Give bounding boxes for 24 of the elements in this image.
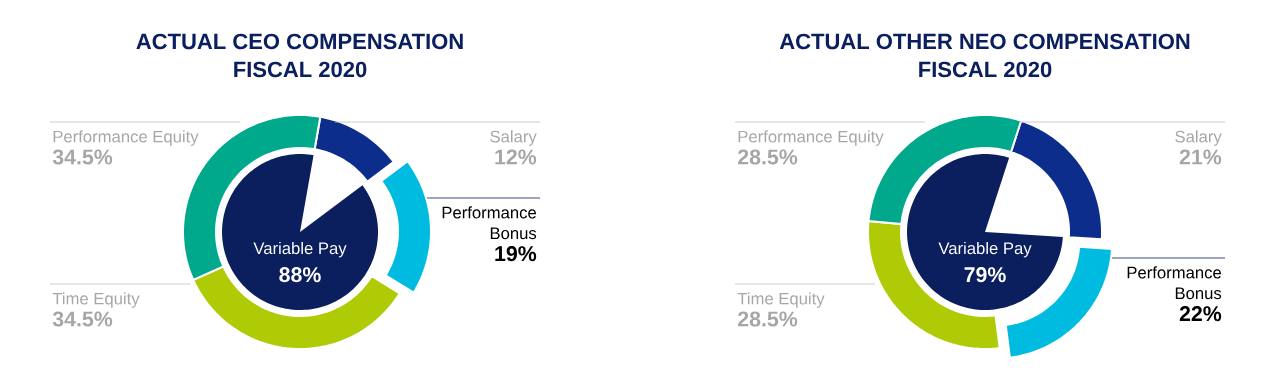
slice-label: Performance Equity bbox=[53, 130, 199, 146]
text: Variable Pay bbox=[253, 241, 347, 258]
data-label: 34.5% bbox=[52, 149, 113, 165]
text: Variable Pay bbox=[938, 241, 1032, 258]
slice-label: Performance Bonus bbox=[442, 206, 537, 240]
data-label: 12% bbox=[495, 149, 537, 165]
slice-label: Time Equity bbox=[737, 292, 825, 308]
chart-title: ACTUAL CEO COMPENSATION bbox=[136, 33, 463, 50]
chart-title: ACTUAL OTHER NEO COMPENSATION bbox=[779, 33, 1190, 50]
text: 88% bbox=[279, 267, 321, 283]
data-label: 28.5% bbox=[738, 149, 798, 165]
data-label: 28.5% bbox=[738, 311, 798, 327]
text: 79% bbox=[964, 267, 1006, 283]
chart-subtitle: FISCAL 2020 bbox=[919, 61, 1052, 78]
data-label: 19% bbox=[495, 246, 537, 262]
data-label: 21% bbox=[1179, 149, 1222, 165]
slice-label: Salary bbox=[1175, 130, 1222, 146]
slice-label: Salary bbox=[490, 130, 537, 146]
data-label: 22% bbox=[1179, 306, 1222, 322]
slice-label: Time Equity bbox=[52, 292, 140, 308]
data-label: 34.5% bbox=[52, 311, 113, 327]
chart-subtitle: FISCAL 2020 bbox=[234, 61, 367, 78]
slice-label: Performance Bonus bbox=[1127, 266, 1222, 300]
slice-label: Performance Equity bbox=[738, 130, 884, 146]
